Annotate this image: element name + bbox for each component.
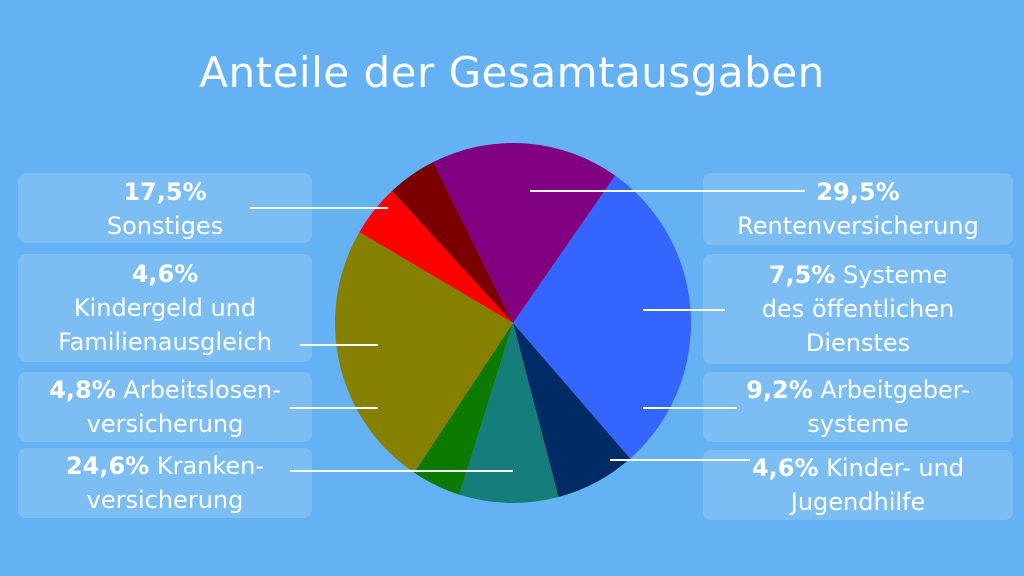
label-arbeitslosenversicherung: 4,8% Arbeitslosen- versicherung [18, 372, 312, 442]
leader-lines [250, 190, 805, 472]
label-systeme-oeffentlicher-dienst: 7,5% Systeme des öffentlichen Dienstes [703, 254, 1013, 364]
label-kinderhilfe-name-1: Kinder- und [818, 454, 965, 482]
label-kinder-jugendhilfe: 4,6% Kinder- und Jugendhilfe [703, 450, 1013, 520]
label-rentenversicherung: 29,5% Rentenversicherung [703, 173, 1013, 245]
chart-title: Anteile der Gesamtausgaben [199, 48, 825, 97]
label-rentenversicherung-pct: 29,5% [816, 178, 900, 206]
label-kranken-pct: 24,6% [65, 452, 150, 480]
label-kindergeld-familienausgleich: 4,6% Kindergeld und Familienausgleich [18, 254, 312, 362]
label-arbeitgebersysteme: 9,2% Arbeitgeber- systeme [703, 372, 1013, 442]
pie-slice-7 [392, 162, 513, 323]
label-rentenversicherung-name: Rentenversicherung [737, 212, 979, 240]
pie-slice-4 [414, 323, 513, 495]
label-kindergeld-name-1: Kindergeld und [73, 294, 257, 322]
pie-slice-3 [459, 323, 559, 503]
label-krankenversicherung: 24,6% Kranken- versicherung [18, 448, 312, 518]
label-sonstiges-name: Sonstiges [106, 212, 224, 240]
label-systeme-name-1: Systeme [835, 261, 948, 289]
label-kranken-name-2: versicherung [86, 486, 244, 514]
pie-slices [334, 142, 692, 503]
label-arbeitslosen-pct: 4,8% [49, 376, 116, 404]
pie-slice-5 [334, 232, 513, 473]
label-systeme-name-2: des öffentlichen [761, 295, 955, 323]
pie-slice-8 [433, 142, 616, 323]
label-kindergeld-name-2: Familienausgleich [58, 328, 272, 356]
pie-slice-2 [513, 323, 631, 498]
label-sonstiges-pct: 17,5% [123, 178, 207, 206]
label-systeme-name-3: Dienstes [805, 329, 911, 357]
label-arbeitgeber-name-2: systeme [807, 410, 909, 438]
label-arbeitgeber-name-1: Arbeitgeber- [812, 376, 970, 404]
pie-slice-1 [513, 175, 692, 459]
label-arbeitslosen-name-2: versicherung [86, 410, 244, 438]
label-arbeitgeber-pct: 9,2% [746, 376, 813, 404]
label-kinderhilfe-pct: 4,6% [751, 454, 819, 482]
label-kindergeld-pct: 4,6% [131, 260, 199, 288]
label-systeme-pct: 7,5% [768, 261, 836, 289]
label-arbeitslosen-name-1: Arbeitslosen- [115, 376, 281, 404]
pie-slice-6 [359, 190, 513, 323]
label-kinderhilfe-name-2: Jugendhilfe [790, 488, 926, 516]
label-kranken-name-1: Kranken- [149, 452, 265, 480]
